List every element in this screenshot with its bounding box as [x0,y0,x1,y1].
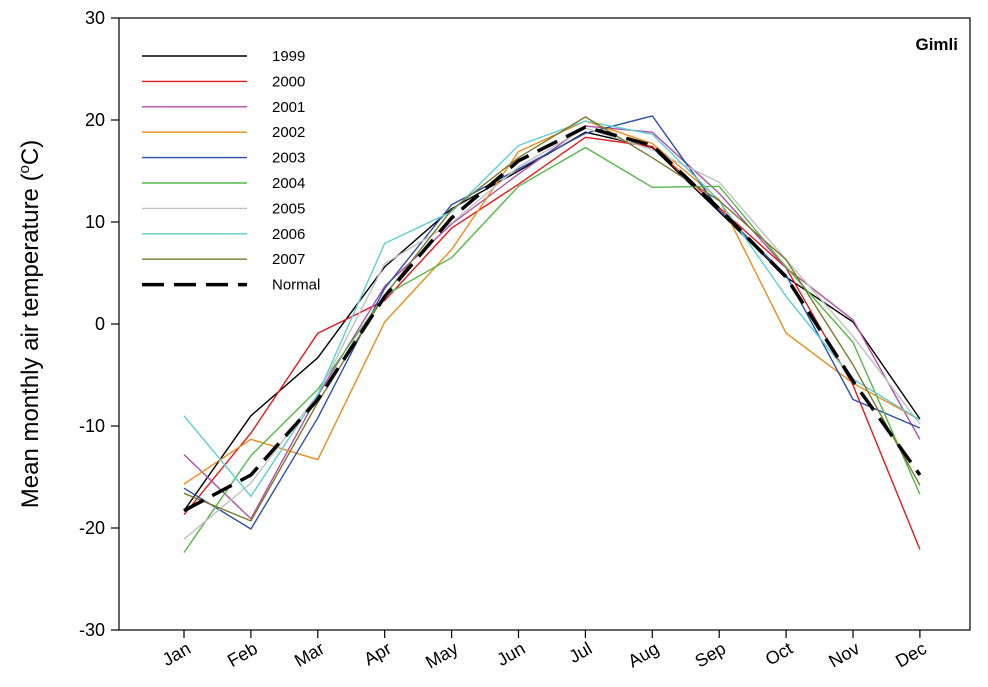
x-tick-label: Jan [159,638,194,670]
y-axis-title-superscript: o [16,165,33,173]
legend-label: 1999 [272,48,305,65]
x-tick-label: Jul [565,638,595,667]
y-tick-label: 0 [95,314,105,334]
legend: 1999 2000 2001 2002 2003 2004 2005 2006 2007 Norm… [142,48,320,294]
legend-label: 2005 [272,200,305,217]
y-axis: -30 -20 -10 0 10 20 30 [79,8,119,640]
series-layer [183,115,922,553]
legend-label: 2006 [272,226,305,243]
x-tick-label: Aug [625,638,663,671]
legend-label: 2003 [272,150,305,167]
y-axis-title-main: Mean monthly air temperature ( [17,173,44,508]
series-line-2004 [183,146,921,553]
x-tick-label: May [422,638,461,672]
legend-label: 2004 [272,175,305,192]
legend-label: 2007 [272,251,305,268]
x-tick-label: Feb [224,638,261,671]
series-line-2002 [183,120,921,485]
y-tick-label: -20 [79,518,105,538]
x-tick-label: Oct [762,638,796,669]
station-label: Gimli [915,35,958,54]
y-tick-label: 30 [85,8,105,28]
x-tick-label: Sep [691,638,729,671]
legend-label: Normal [272,277,320,294]
series-line-normal [183,125,922,513]
x-tick-label: Dec [892,638,930,671]
y-tick-label: 10 [85,212,105,232]
x-tick-label: Nov [825,638,863,671]
legend-label: 2001 [272,99,305,116]
series-line-2005 [183,127,921,540]
legend-label: 2002 [272,124,305,141]
x-tick-label: Mar [291,638,328,671]
y-tick-label: -10 [79,416,105,436]
y-tick-label: 20 [85,110,105,130]
legend-label: 2000 [272,73,305,90]
y-axis-title: Mean monthly air temperature (oC) [16,140,44,508]
y-axis-title-unit: C) [17,140,44,165]
series-line-2000 [183,136,921,550]
series-line-2007 [183,116,921,522]
x-tick-label: Jun [493,638,528,670]
y-tick-label: -30 [79,620,105,640]
x-tick-label: Apr [360,638,394,669]
x-axis: Jan Feb Mar Apr May Jun Jul Aug Sep Oct Nov Dec [159,630,930,672]
